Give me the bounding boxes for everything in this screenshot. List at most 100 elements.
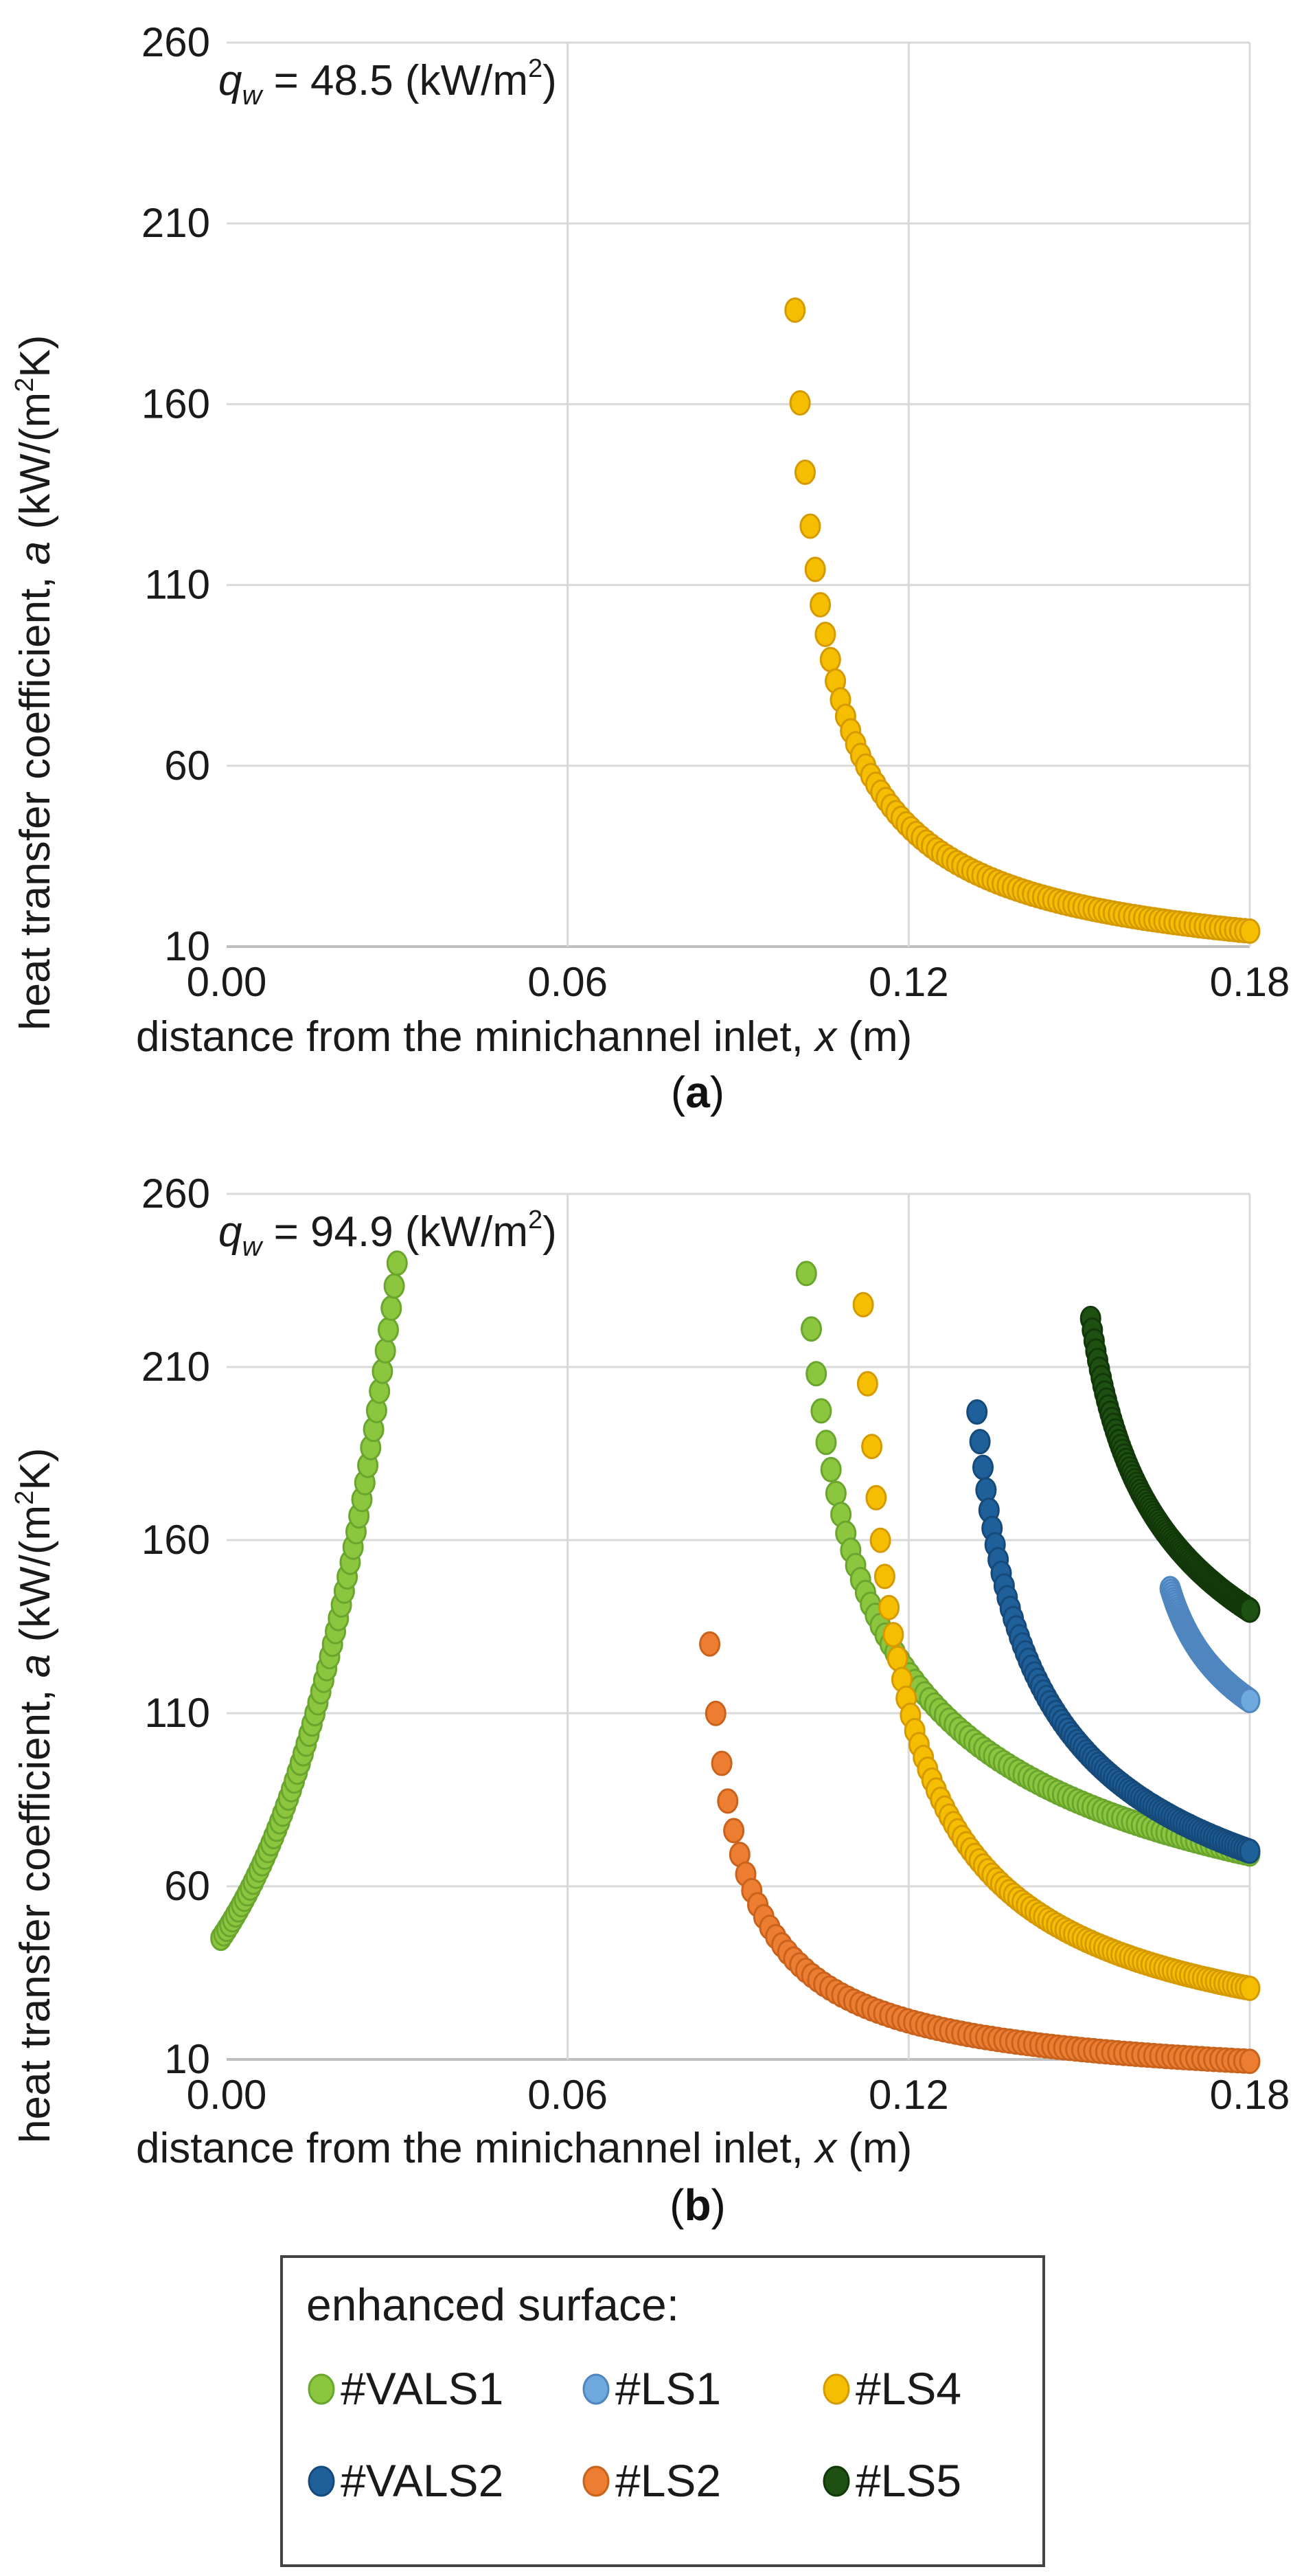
legend-items: #VALS1 #LS1 #LS4 #VALS2 #LS2 #LS5 [308,2363,961,2506]
y-tick-160: 160 [141,1517,210,1563]
legend-label: #LS4 [856,2363,961,2414]
x-tick-0.00: 0.00 [187,959,267,1005]
data-point [705,1700,727,1726]
y-tick-labels-a: 10 60 110 160 210 260 [141,19,210,969]
data-point [1239,1976,1261,2001]
data-point [856,1370,878,1397]
series-ls1 [1159,1576,1261,1713]
data-point [784,297,806,323]
legend-title: enhanced surface: [306,2279,679,2330]
data-point [371,1358,393,1384]
data-point [804,556,826,583]
data-point [966,1399,988,1425]
series-ls2 [699,1631,1261,2075]
x-tick-0.06: 0.06 [527,959,608,1005]
legend-item-ls2: #LS2 [582,2455,721,2506]
legend-label: #VALS1 [341,2363,503,2414]
y-axis-label-b: heat transfer coefficient, a (kW/(m2K) [10,1448,59,2143]
legend-label: #LS5 [856,2455,961,2506]
data-point [882,1622,904,1648]
data-point [1239,918,1261,944]
data-point [386,1250,408,1276]
x-tick-0.06: 0.06 [527,2072,608,2118]
data-point [819,646,841,673]
legend-marker [823,2373,850,2405]
data-points-a [784,297,1261,944]
series-ls4 [852,1291,1261,2001]
data-points-b [210,1250,1261,2075]
x-axis-label-b: distance from the minichannel inlet, x (… [136,2125,912,2172]
data-point [869,1527,891,1553]
data-point [380,1295,402,1321]
legend-item-vals2: #VALS2 [308,2455,503,2506]
y-tick-110: 110 [144,1690,210,1736]
data-point [820,1456,842,1482]
y-tick-labels-b: 10 60 110 160 210 260 [141,1171,210,2082]
data-point [814,622,836,647]
panel-label-a: (a) [671,1067,724,1117]
gridlines-b [227,1193,1251,2061]
data-point [374,1338,396,1364]
data-point [723,1818,745,1844]
gridlines-a [227,41,1251,948]
legend-marker [823,2465,850,2497]
y-tick-60: 60 [164,743,210,789]
data-point [810,591,832,618]
y-tick-10: 10 [164,2036,210,2082]
legend-label: #LS1 [615,2363,721,2414]
data-point [699,1631,721,1657]
legend-label: #VALS2 [341,2455,503,2506]
series-ls5 [1079,1305,1261,1623]
x-tick-0.18: 0.18 [1210,2072,1290,2118]
y-tick-260: 260 [141,19,210,65]
data-point [861,1434,883,1460]
chart-panel-b: 10 60 110 160 210 260 0.00 0.06 0.12 0.18 qw = 9… [10,1171,1290,2230]
series-vals2 [966,1399,1261,1864]
x-tick-labels-a: 0.00 0.06 0.12 0.18 [187,959,1290,1005]
data-point [805,1361,827,1387]
legend-item-ls1: #LS1 [582,2363,721,2414]
y-axis-label-a: heat transfer coefficient, a (kW/(m2K) [10,335,59,1030]
data-point [717,1788,739,1814]
data-point [1239,1597,1261,1623]
data-point [711,1750,733,1776]
legend-item-vals1: #VALS1 [308,2363,503,2414]
legend-item-ls5: #LS5 [823,2455,961,2506]
y-tick-260: 260 [141,1171,210,1217]
y-tick-160: 160 [141,381,210,427]
data-point [801,1316,822,1342]
data-point [1239,1838,1261,1864]
x-tick-0.12: 0.12 [869,2072,949,2118]
data-point [878,1594,900,1620]
data-point [1239,1688,1261,1713]
y-tick-10: 10 [164,923,210,969]
data-point [887,1645,908,1671]
data-point [815,1430,837,1456]
data-point [865,1484,887,1511]
y-tick-60: 60 [164,1863,210,1909]
x-axis-label-a: distance from the minichannel inlet, x (… [136,1013,912,1061]
data-point [873,1563,895,1590]
data-point [794,460,816,485]
x-tick-0.00: 0.00 [187,2072,267,2118]
legend-marker [308,2373,335,2405]
data-point [799,513,821,539]
heat-flux-label-a: qw = 48.5 (kW/m2) [218,54,557,111]
data-point [825,1480,847,1506]
y-tick-210: 210 [141,1344,210,1390]
data-point [378,1317,399,1343]
series-ls4 [784,297,1261,944]
data-point [972,1454,994,1480]
data-point [795,1261,817,1287]
data-point [852,1291,874,1318]
y-tick-210: 210 [141,200,210,246]
x-tick-0.18: 0.18 [1210,959,1290,1005]
series-vals1 [210,1250,408,1952]
data-point [1239,2048,1261,2075]
data-point [383,1273,405,1299]
chart-panel-a: 10 60 110 160 210 260 0.00 0.06 0.12 0.18 qw = 4… [10,19,1290,1117]
legend-marker [582,2373,610,2405]
data-point [969,1429,991,1455]
legend-marker [582,2465,610,2497]
